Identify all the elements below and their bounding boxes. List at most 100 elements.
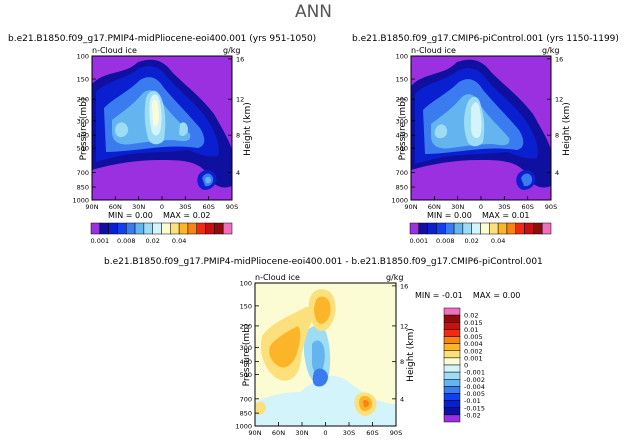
colorbar2-swatch xyxy=(471,222,481,235)
panel2-ytick-label: 400 xyxy=(396,132,408,140)
panel2-ytick-label: 300 xyxy=(396,117,408,125)
colorbar1-swatch xyxy=(126,222,136,235)
panel3-units: g/kg xyxy=(386,273,404,282)
colorbar1-swatch xyxy=(170,222,180,235)
panel1-htick-label: 12 xyxy=(236,96,244,104)
panel1-ytick-label: 1000 xyxy=(72,197,89,205)
colorbar2-swatch xyxy=(427,222,437,235)
colorbar3-label: -0.01 xyxy=(464,397,481,405)
panel1-plot xyxy=(92,56,232,200)
colorbar1-swatch xyxy=(222,222,233,235)
colorbar2-swatch xyxy=(506,222,516,235)
colorbar1-label: 0.04 xyxy=(172,237,186,245)
colorbar3-label: 0.015 xyxy=(464,319,483,327)
panel1-xtick-label: 30N xyxy=(132,203,145,211)
panel2-plot xyxy=(411,56,551,200)
panel2-title: b.e21.B1850.f09_g17.CMIP6-piControl.001 … xyxy=(352,34,619,44)
panel1-ytick-label: 200 xyxy=(77,96,89,104)
panel2-htick-label: 4 xyxy=(555,169,559,177)
colorbar3-swatch xyxy=(443,343,461,351)
panel2-xtick-label: 0 xyxy=(479,203,483,211)
panel3-ytick-label: 850 xyxy=(240,410,252,418)
panel3-htick-label: 8 xyxy=(400,358,404,366)
panel2-ytick-label: 850 xyxy=(396,184,408,192)
colorbar1-swatch xyxy=(187,222,197,235)
colorbar3-label: 0.002 xyxy=(464,347,483,355)
panel2-htick-label: 16 xyxy=(555,55,563,63)
panel1-htick-label: 8 xyxy=(236,132,240,140)
panel3-ytick-label: 700 xyxy=(240,395,252,403)
colorbar2-label: 0.04 xyxy=(491,237,505,245)
panel3-htick-label: 4 xyxy=(400,395,404,403)
colorbars: 0.001 0.008 0.02 0.04 0.001 0.008 0.02 0.04 0.02… xyxy=(91,222,552,423)
panel3-minmax: MIN = -0.01 MAX = 0.00 xyxy=(415,291,521,300)
panel3-xtick-label: 60S xyxy=(366,429,378,437)
colorbar3-label: 0.001 xyxy=(464,354,483,362)
panel2-ytick-label: 500 xyxy=(396,145,408,153)
colorbar3-swatch xyxy=(443,379,461,387)
colorbar1-label: 0.008 xyxy=(117,237,136,245)
colorbar2-label: 0.008 xyxy=(436,237,455,245)
colorbar3-label: 0.005 xyxy=(464,333,483,341)
colorbar2-swatch xyxy=(533,222,543,235)
colorbar1-swatch xyxy=(117,222,127,235)
colorbar2-swatch xyxy=(489,222,499,235)
panel2-minmax: MIN = 0.00 MAX = 0.01 xyxy=(427,211,530,220)
colorbar2-swatch xyxy=(524,222,534,235)
panel1-xtick-label: 90N xyxy=(85,203,98,211)
colorbar3-label: 0.01 xyxy=(464,326,478,334)
colorbar2-swatch xyxy=(541,222,552,235)
panel2-variable: n-Cloud ice xyxy=(411,46,456,55)
colorbar2-swatch xyxy=(497,222,508,235)
panel3-htick-label: 16 xyxy=(400,282,408,290)
panel2-xtick-label: 30N xyxy=(451,203,464,211)
colorbar3-swatch xyxy=(443,322,461,330)
panel3-ytick-label: 400 xyxy=(240,358,252,366)
colorbar2-swatch xyxy=(436,222,446,235)
axes-frames xyxy=(91,55,552,427)
panel2-xtick-label: 90N xyxy=(404,203,417,211)
colorbar1-swatch xyxy=(161,222,171,235)
colorbar1-label: 0.02 xyxy=(145,237,159,245)
colorbar3-label: -0.015 xyxy=(464,404,485,412)
colorbar1-swatch xyxy=(196,222,206,235)
panel1-variable: n-Cloud ice xyxy=(92,46,137,55)
panel2-xtick-label: 30S xyxy=(498,203,510,211)
panel2-ytick-label: 150 xyxy=(396,76,408,84)
panel3-ytick-label: 150 xyxy=(240,302,252,310)
colorbar3-swatch xyxy=(443,386,461,394)
panel2-htick-label: 12 xyxy=(555,96,563,104)
panel1-xtick-label: 30S xyxy=(179,203,191,211)
colorbar2-swatch xyxy=(445,222,455,235)
panel1-xtick-label: 0 xyxy=(160,203,164,211)
panel3-htick-label: 12 xyxy=(400,322,408,330)
panel3-xtick-label: 0 xyxy=(323,429,327,437)
colorbar3-swatch xyxy=(443,357,461,366)
colorbar3-label: -0.005 xyxy=(464,390,485,398)
panel1-ytick-label: 300 xyxy=(77,117,89,125)
panel1-ytick-label: 500 xyxy=(77,145,89,153)
panel3-xtick-label: 60N xyxy=(272,429,285,437)
panel2-xtick-label: 90S xyxy=(545,203,557,211)
colorbar2-label: 0.001 xyxy=(410,237,429,245)
panel1-ytick-label: 700 xyxy=(77,169,89,177)
colorbar3-label: -0.002 xyxy=(464,376,485,384)
panel3-ytick-label: 300 xyxy=(240,344,252,352)
panel3-variable: n-Cloud ice xyxy=(255,273,300,282)
colorbar3-label: 0.02 xyxy=(464,312,478,320)
colorbar3-swatch xyxy=(443,364,461,373)
colorbar2-swatch xyxy=(409,222,420,235)
panel2-ytick-label: 700 xyxy=(396,169,408,177)
panel1-xtick-label: 60N xyxy=(109,203,122,211)
colorbar3-swatch xyxy=(443,314,461,323)
panel1-ytick-label: 400 xyxy=(77,132,89,140)
panel3-ytick-label: 100 xyxy=(240,280,252,288)
panel2-ytick-label: 200 xyxy=(396,96,408,104)
colorbar3-label: 0.004 xyxy=(464,340,483,348)
colorbar3-swatch xyxy=(443,336,461,344)
colorbar1-swatch xyxy=(214,222,224,235)
colorbar3-label: -0.004 xyxy=(464,383,485,391)
panel1-title: b.e21.B1850.f09_g17.PMIP4-midPliocene-eo… xyxy=(8,34,317,44)
colorbar3-swatch xyxy=(443,329,461,337)
